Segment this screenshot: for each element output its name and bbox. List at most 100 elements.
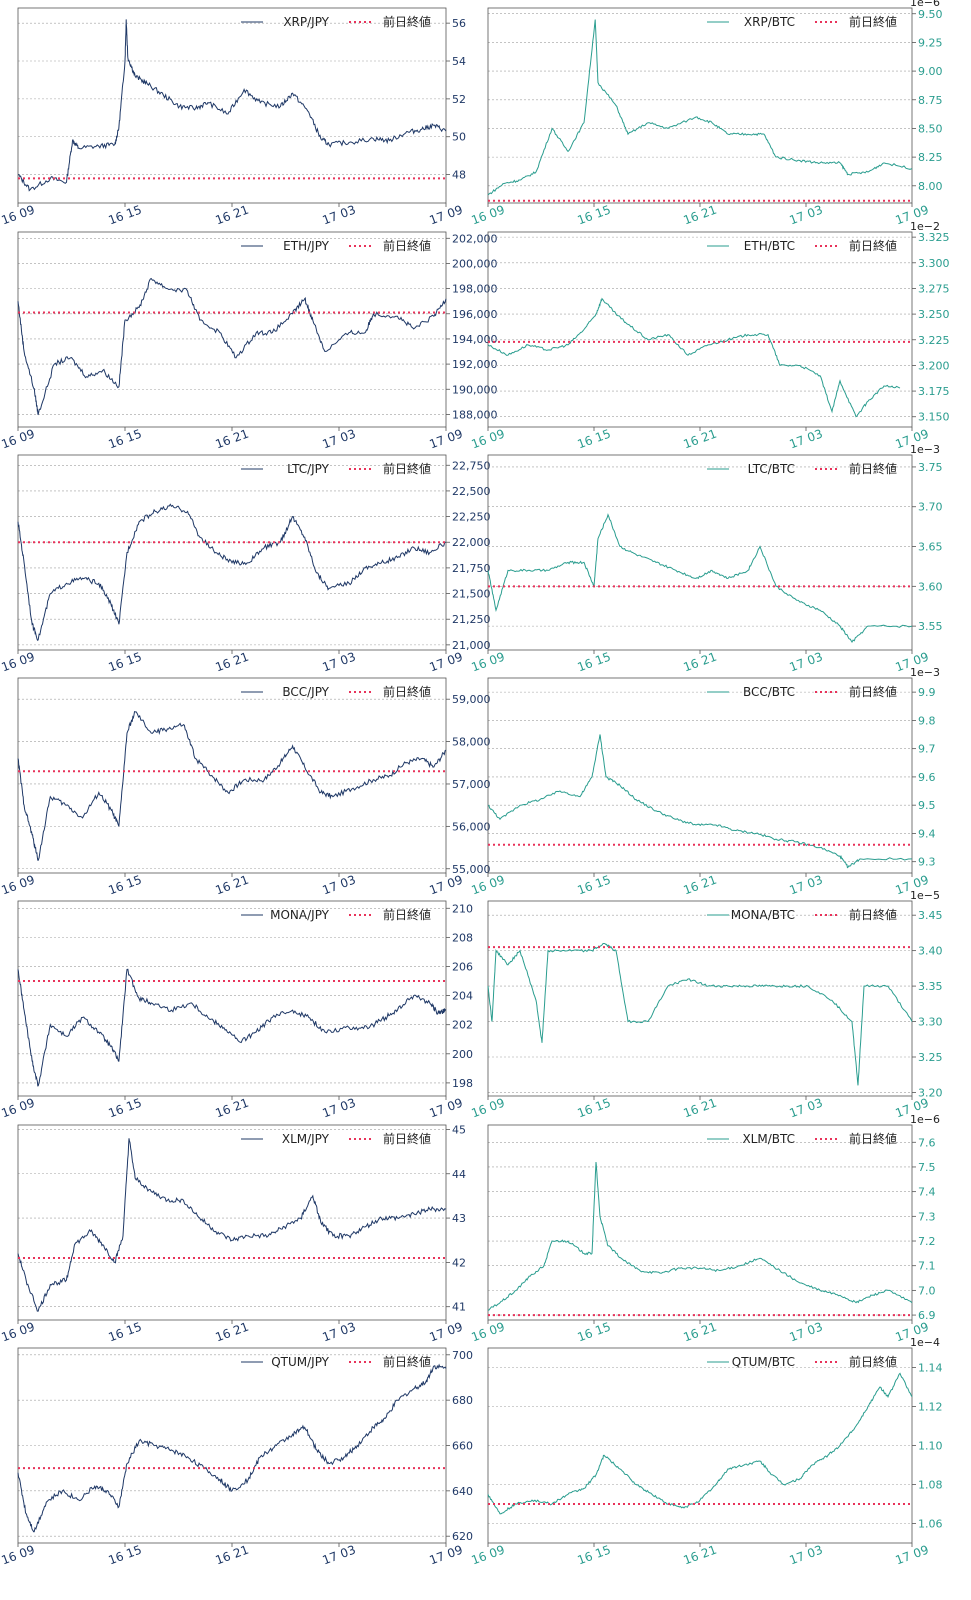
y-tick-label: 1.14 (918, 1362, 943, 1375)
y-tick-label: 188,000 (452, 408, 498, 421)
chart-panel-xlm-btc: 6.97.07.17.27.37.47.57.616 09 16 15 16 21 1… (469, 1113, 940, 1344)
y-tick-label: 55,000 (452, 863, 491, 876)
y-tick-label: 9.00 (918, 65, 943, 78)
axis-exponent-label: 1e−3 (910, 443, 940, 456)
y-tick-label: 22,250 (452, 511, 491, 524)
y-tick-label: 7.0 (918, 1284, 936, 1297)
legend-series-label: BCC/BTC (743, 685, 795, 699)
series-line (487, 943, 913, 1086)
legend-prev-close-label: 前日終値 (849, 684, 897, 699)
plot-frame (487, 7, 913, 204)
axis-exponent-label: 1e−6 (910, 1113, 940, 1126)
y-tick-label: 9.8 (918, 714, 936, 727)
plot-frame (487, 900, 913, 1097)
legend-series-label: ETH/JPY (283, 239, 329, 253)
y-tick-label: 7.6 (918, 1136, 936, 1149)
y-tick-label: 7.2 (918, 1235, 936, 1248)
y-tick-label: 43 (452, 1212, 466, 1225)
legend-prev-close-label: 前日終値 (383, 14, 431, 29)
y-tick-label: 3.20 (918, 1086, 943, 1099)
y-tick-label: 52 (452, 93, 466, 106)
y-tick-label: 7.5 (918, 1161, 936, 1174)
series-line (487, 19, 913, 196)
series-line (487, 1372, 913, 1515)
legend-series-label: LTC/BTC (748, 462, 795, 476)
y-tick-label: 45 (452, 1123, 466, 1136)
y-tick-label: 6.9 (918, 1309, 936, 1322)
legend-series-label: MONA/BTC (731, 908, 795, 922)
y-tick-label: 8.50 (918, 122, 943, 135)
y-tick-label: 22,500 (452, 485, 491, 498)
y-tick-label: 700 (452, 1349, 473, 1362)
legend-series-label: LTC/JPY (287, 462, 330, 476)
y-tick-label: 3.300 (918, 257, 950, 270)
y-tick-label: 204 (452, 990, 473, 1003)
y-tick-label: 1.10 (918, 1440, 943, 1453)
y-tick-label: 3.55 (918, 620, 943, 633)
series-line (17, 711, 447, 861)
y-tick-label: 3.275 (918, 282, 950, 295)
y-tick-label: 21,500 (452, 588, 491, 601)
y-tick-label: 192,000 (452, 358, 498, 371)
plot-frame (17, 1124, 447, 1321)
y-tick-label: 3.200 (918, 359, 950, 372)
legend-prev-close-label: 前日終値 (849, 1354, 897, 1369)
y-tick-label: 9.9 (918, 686, 936, 699)
plot-area: 21,000 21,250 21,500 21,750 22,000 22,250 22,5… (0, 454, 491, 674)
y-tick-label: 56,000 (452, 820, 491, 833)
y-tick-label: 620 (452, 1530, 473, 1543)
y-tick-label: 59,000 (452, 693, 491, 706)
y-tick-label: 9.3 (918, 856, 936, 869)
legend-series-label: ETH/BTC (744, 239, 795, 253)
series-line (487, 513, 913, 643)
plot-frame (487, 454, 913, 651)
axis-exponent-label: 1e−4 (910, 1336, 940, 1349)
y-tick-label: 202,000 (452, 232, 498, 245)
legend-prev-close-label: 前日終値 (383, 238, 431, 253)
legend-prev-close-label: 前日終値 (383, 684, 431, 699)
y-tick-label: 1.08 (918, 1479, 943, 1492)
y-tick-label: 202 (452, 1019, 473, 1032)
plot-area: 9.39.49.59.69.79.89.916 09 16 15 16 21 17 0… (469, 666, 940, 897)
series-line (17, 968, 447, 1087)
plot-area: 188,000 190,000 192,000 194,000 196,000 198,0… (0, 231, 498, 451)
y-tick-label: 3.40 (918, 945, 943, 958)
chart-panel-bcc-btc: 9.39.49.59.69.79.89.916 09 16 15 16 21 17 0… (469, 666, 940, 897)
y-tick-label: 50 (452, 131, 466, 144)
series-line (17, 1138, 447, 1312)
y-tick-label: 3.150 (918, 411, 950, 424)
y-tick-label: 9.5 (918, 799, 936, 812)
y-tick-label: 9.50 (918, 8, 943, 21)
y-tick-label: 198 (452, 1077, 473, 1090)
y-tick-label: 190,000 (452, 383, 498, 396)
y-tick-label: 9.6 (918, 771, 936, 784)
y-tick-label: 3.175 (918, 385, 950, 398)
y-tick-label: 660 (452, 1440, 473, 1453)
y-tick-label: 42 (452, 1256, 466, 1269)
axis-exponent-label: 1e−2 (910, 220, 940, 233)
y-tick-label: 200,000 (452, 257, 498, 270)
y-tick-label: 3.35 (918, 980, 943, 993)
y-tick-label: 9.4 (918, 827, 936, 840)
legend-prev-close-label: 前日終値 (383, 461, 431, 476)
y-tick-label: 3.70 (918, 501, 943, 514)
legend-prev-close-label: 前日終値 (383, 1131, 431, 1146)
chart-panel-eth-jpy: 188,000 190,000 192,000 194,000 196,000 198,0… (0, 231, 498, 451)
y-tick-label: 206 (452, 960, 473, 973)
y-tick-label: 680 (452, 1394, 473, 1407)
legend-series-label: XRP/BTC (744, 15, 795, 29)
series-line (18, 19, 447, 192)
y-tick-label: 3.75 (918, 461, 943, 474)
y-tick-label: 44 (452, 1168, 466, 1181)
